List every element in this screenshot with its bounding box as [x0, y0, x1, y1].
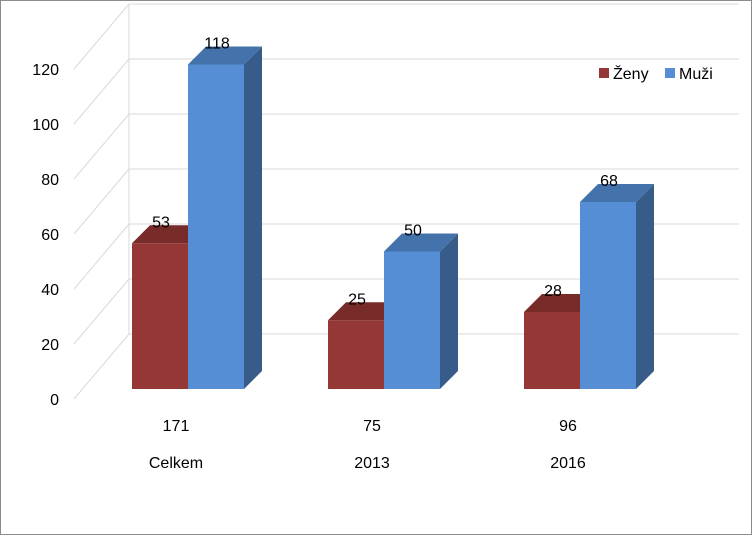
category-total-label: 171 — [163, 418, 190, 435]
bar-top — [524, 294, 598, 312]
category-label: 2016 — [550, 455, 586, 472]
legend: Ženy Muži — [599, 64, 713, 83]
data-labels: 53 118 25 50 28 68 — [152, 36, 618, 309]
category-total-label: 75 — [363, 418, 381, 435]
bar-front — [132, 243, 188, 389]
bar-top — [132, 225, 206, 244]
bar-Muži-2013 — [384, 233, 458, 389]
gridline-depth — [73, 333, 130, 400]
bar-front — [524, 312, 580, 389]
legend-label: Ženy — [613, 64, 649, 83]
bar-front — [384, 251, 440, 389]
legend-label: Muži — [679, 66, 713, 83]
legend-item: Muži — [665, 66, 713, 83]
bar-side — [244, 46, 262, 389]
bar-top — [384, 233, 458, 252]
y-tick-label: 80 — [41, 172, 59, 189]
gridline-depth — [73, 113, 130, 180]
data-label: 50 — [404, 223, 422, 240]
y-tick-label: 40 — [41, 282, 59, 299]
bar-front — [580, 202, 636, 389]
gridline-depth — [73, 168, 130, 235]
category-label: Celkem — [149, 455, 203, 472]
gridline-depth — [73, 58, 130, 125]
gridline-depth — [73, 278, 130, 345]
x-axis: 171 Celkem 75 2013 96 2016 — [149, 418, 586, 472]
bar-top — [188, 46, 262, 65]
bar-Muži-2016 — [580, 184, 654, 389]
gridline-depth — [73, 223, 130, 290]
data-label: 53 — [152, 214, 170, 231]
bar-top — [580, 184, 654, 202]
bar-side — [636, 184, 654, 389]
y-tick-label: 100 — [32, 117, 59, 134]
data-label: 28 — [544, 283, 562, 300]
data-label: 68 — [600, 173, 618, 190]
gridline-depth — [73, 3, 130, 70]
legend-item: Ženy — [599, 64, 649, 83]
category-label: 2013 — [354, 455, 390, 472]
y-tick-label: 60 — [41, 227, 59, 244]
category-total-label: 96 — [559, 418, 577, 435]
data-label: 25 — [348, 291, 366, 308]
y-axis: 0 20 40 60 80 100 120 — [32, 62, 59, 409]
bar-front — [188, 64, 244, 389]
y-tick-label: 20 — [41, 337, 59, 354]
y-tick-label: 0 — [50, 392, 59, 409]
bar-front — [328, 320, 384, 389]
bars — [132, 46, 654, 389]
bar-side — [440, 233, 458, 389]
legend-swatch — [665, 68, 675, 78]
data-label: 118 — [204, 36, 230, 53]
legend-swatch — [599, 68, 609, 78]
bar-top — [328, 302, 402, 321]
y-tick-label: 120 — [32, 62, 59, 79]
bar-Muži-Celkem — [188, 46, 262, 389]
